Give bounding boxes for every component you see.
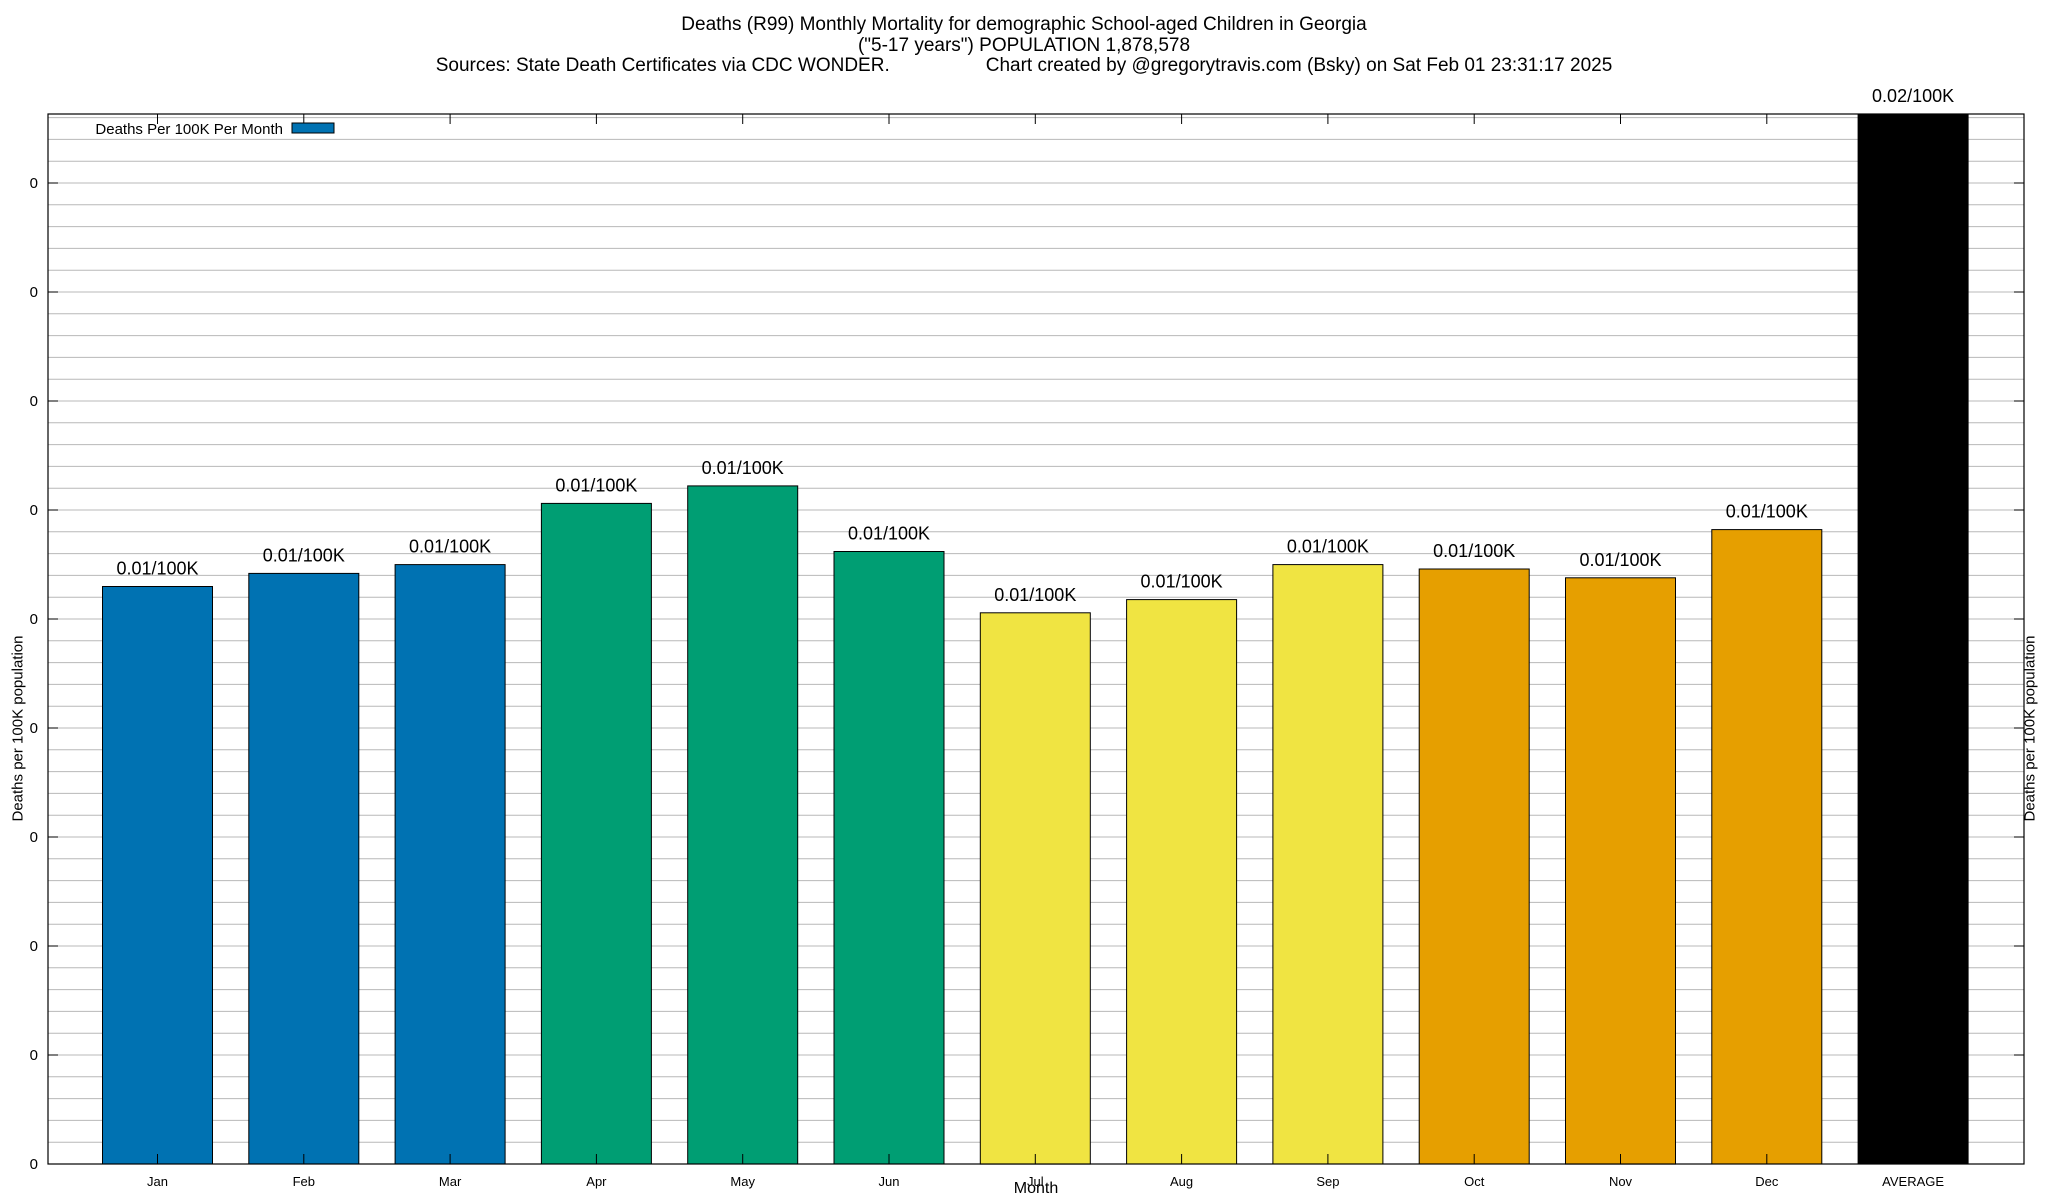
data-label: 0.01/100K — [116, 559, 198, 579]
data-label: 0.01/100K — [555, 475, 637, 495]
y-tick-label: 0 — [30, 611, 38, 628]
y-tick-label: 0 — [30, 938, 38, 955]
y-tick-label: 0 — [30, 1156, 38, 1173]
legend-swatch — [291, 122, 335, 134]
bar-dec — [1711, 529, 1823, 1165]
y-tick-label: 0 — [30, 393, 38, 410]
data-label: 0.02/100K — [1872, 86, 1954, 106]
chart-source-line: Sources: State Death Certificates via CD… — [0, 55, 2048, 77]
data-label: 0.01/100K — [994, 585, 1076, 605]
x-tick-label: Aug — [1170, 1174, 1193, 1189]
data-label: 0.01/100K — [409, 537, 491, 557]
x-tick-label: Jul — [1027, 1174, 1044, 1189]
x-tick-label: Feb — [293, 1174, 315, 1189]
x-tick-label: AVERAGE — [1882, 1174, 1944, 1189]
x-tick-label: May — [730, 1174, 755, 1189]
data-label: 0.01/100K — [1141, 572, 1223, 592]
y-tick-label: 0 — [30, 502, 38, 519]
x-tick-label: Nov — [1609, 1174, 1633, 1189]
x-tick-label: Jan — [147, 1174, 168, 1189]
y-tick-label: 0 — [30, 1047, 38, 1064]
data-label: 0.01/100K — [1726, 502, 1808, 522]
bar-average — [1857, 113, 1969, 1165]
x-tick-label: Oct — [1464, 1174, 1485, 1189]
data-label: 0.01/100K — [702, 458, 784, 478]
x-tick-label: Apr — [586, 1174, 607, 1189]
chart-subtitle: ("5-17 years") POPULATION 1,878,578 — [857, 35, 1191, 56]
x-tick-label: Sep — [1316, 1174, 1339, 1189]
x-tick-label: Jun — [879, 1174, 900, 1189]
y-tick-label: 0 — [30, 175, 38, 192]
bar-aug — [1126, 599, 1238, 1165]
bar-apr — [540, 502, 652, 1165]
bar-feb — [248, 572, 360, 1165]
bar-may — [687, 485, 799, 1165]
data-label: 0.01/100K — [848, 524, 930, 544]
x-tick-label: Dec — [1755, 1174, 1779, 1189]
data-label: 0.01/100K — [1287, 537, 1369, 557]
data-labels: 0.01/100K 0.01/100K 0.01/100K 0.01/100K 0.01… — [116, 86, 1954, 605]
bar-jul — [979, 612, 1091, 1165]
bar-oct — [1418, 568, 1530, 1165]
data-label: 0.01/100K — [1579, 550, 1661, 570]
x-axis-title: Month — [1014, 1180, 1058, 1197]
bars — [102, 113, 1969, 1165]
legend-label: Deaths Per 100K Per Month — [95, 121, 283, 138]
data-label: 0.01/100K — [263, 545, 345, 565]
legend: Deaths Per 100K Per Month — [95, 121, 335, 138]
bar-sep — [1272, 564, 1384, 1165]
data-label: 0.01/100K — [1433, 541, 1515, 561]
x-tick-label: Mar — [439, 1174, 462, 1189]
chart-source: Sources: State Death Certificates via CD… — [435, 55, 890, 76]
y-tick-label: 0 — [30, 284, 38, 301]
y-tick-label: 0 — [30, 720, 38, 737]
bar-mar — [394, 564, 506, 1165]
bar-jan — [102, 586, 213, 1165]
x-tick-labels: Jan Feb Mar Apr May Jun Jul Aug Sep Oct Nov Dec AVER… — [147, 114, 1944, 1189]
y-tick-label: 0 — [30, 829, 38, 846]
chart-title: Deaths (R99) Monthly Mortality for demog… — [681, 14, 1367, 35]
bar-nov — [1565, 577, 1676, 1165]
bar-jun — [833, 551, 945, 1165]
chart-credit: Chart created by @gregorytravis.com (Bsk… — [985, 55, 1613, 76]
plot-frame — [47, 113, 2025, 1165]
y-ticks: 0 0 0 0 0 0 0 0 0 0 — [30, 175, 2024, 1173]
